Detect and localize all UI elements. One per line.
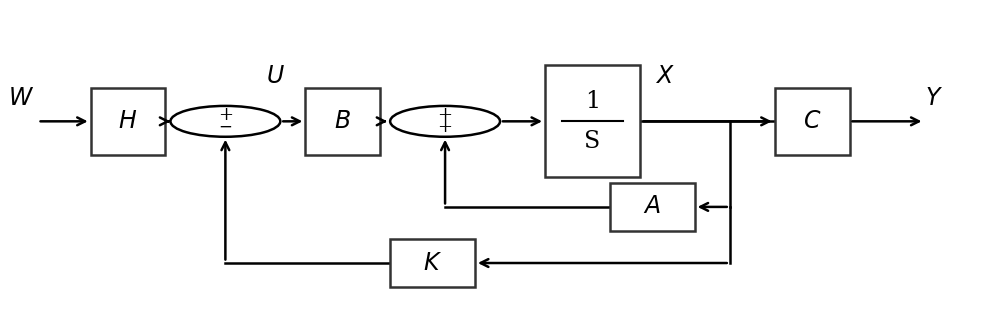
- Text: +: +: [438, 106, 453, 125]
- Text: $A$: $A$: [643, 195, 661, 219]
- Text: $C$: $C$: [803, 110, 821, 133]
- Text: $B$: $B$: [334, 110, 351, 133]
- Text: −: −: [218, 119, 232, 136]
- Text: S: S: [584, 130, 600, 153]
- Text: $H$: $H$: [118, 110, 138, 133]
- Text: $W$: $W$: [8, 87, 34, 110]
- Text: 1: 1: [585, 90, 600, 113]
- Text: +: +: [438, 118, 453, 136]
- Bar: [390, 239, 475, 287]
- Bar: [775, 88, 850, 155]
- Text: $Y$: $Y$: [925, 87, 943, 110]
- Text: $X$: $X$: [655, 65, 675, 88]
- Text: +: +: [218, 106, 233, 125]
- Bar: [610, 183, 695, 231]
- Bar: [305, 88, 380, 155]
- Bar: [91, 88, 165, 155]
- Text: $K$: $K$: [423, 251, 442, 275]
- Bar: [545, 65, 640, 177]
- Text: $U$: $U$: [266, 65, 285, 88]
